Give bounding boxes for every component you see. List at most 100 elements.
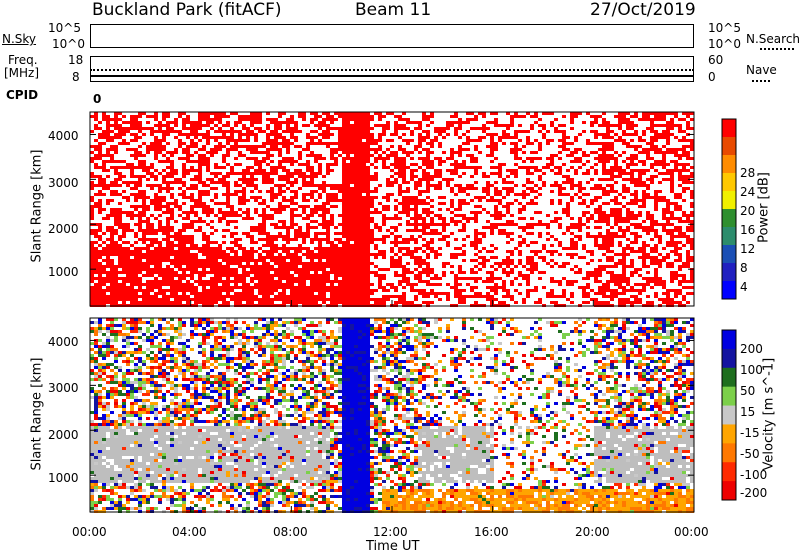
power-cell bbox=[226, 199, 230, 202]
power-cell bbox=[346, 139, 350, 142]
power-cell bbox=[226, 139, 230, 142]
power-cell bbox=[474, 187, 478, 190]
power-cell bbox=[222, 184, 226, 187]
power-cell bbox=[274, 256, 278, 259]
power-cell bbox=[286, 160, 290, 163]
power-cell bbox=[610, 271, 614, 274]
power-cell bbox=[558, 295, 562, 298]
power-cell bbox=[342, 127, 346, 130]
power-cell bbox=[114, 232, 118, 235]
power-cell bbox=[206, 130, 210, 133]
power-cell bbox=[462, 277, 466, 280]
power-cell bbox=[262, 151, 266, 154]
power-cell bbox=[126, 289, 130, 292]
power-cell bbox=[198, 127, 202, 130]
power-cell bbox=[594, 172, 598, 175]
power-cell bbox=[598, 265, 602, 268]
power-cell bbox=[282, 142, 286, 145]
power-cell bbox=[134, 193, 138, 196]
power-cell bbox=[502, 289, 506, 292]
power-cell bbox=[262, 226, 266, 229]
power-cell bbox=[138, 193, 142, 196]
power-cell bbox=[522, 208, 526, 211]
power-cell bbox=[362, 295, 366, 298]
power-cell bbox=[302, 184, 306, 187]
power-cell bbox=[426, 253, 430, 256]
power-cell bbox=[482, 136, 486, 139]
power-cell bbox=[158, 241, 162, 244]
power-cell bbox=[146, 148, 150, 151]
power-cell bbox=[506, 181, 510, 184]
power-cell bbox=[330, 169, 334, 172]
power-cell bbox=[182, 172, 186, 175]
power-cell bbox=[474, 220, 478, 223]
power-cell bbox=[94, 229, 98, 232]
power-cell bbox=[238, 259, 242, 262]
power-cell bbox=[214, 262, 218, 265]
power-cell bbox=[538, 235, 542, 238]
power-cell bbox=[174, 121, 178, 124]
power-cell bbox=[438, 181, 442, 184]
power-cell bbox=[358, 271, 362, 274]
power-cell bbox=[398, 115, 402, 118]
power-cell bbox=[358, 196, 362, 199]
power-cell bbox=[326, 262, 330, 265]
power-cell bbox=[146, 298, 150, 301]
power-cell bbox=[94, 124, 98, 127]
power-cell bbox=[94, 115, 98, 118]
power-cell bbox=[562, 292, 566, 295]
power-cell bbox=[194, 220, 198, 223]
power-cell bbox=[286, 271, 290, 274]
power-cell bbox=[550, 124, 554, 127]
power-cell bbox=[610, 214, 614, 217]
power-cell bbox=[282, 226, 286, 229]
power-cell bbox=[178, 232, 182, 235]
power-cell bbox=[150, 187, 154, 190]
power-cell bbox=[198, 193, 202, 196]
power-cell bbox=[458, 187, 462, 190]
power-cell bbox=[466, 217, 470, 220]
power-cell bbox=[202, 265, 206, 268]
power-cell bbox=[290, 157, 294, 160]
power-cell bbox=[418, 217, 422, 220]
power-cell bbox=[126, 286, 130, 289]
power-cell bbox=[146, 223, 150, 226]
power-cell bbox=[334, 262, 338, 265]
power-cell bbox=[94, 277, 98, 280]
power-cell bbox=[366, 148, 370, 151]
power-cell bbox=[246, 289, 250, 292]
power-cell bbox=[142, 214, 146, 217]
power-cell bbox=[206, 142, 210, 145]
power-cell bbox=[106, 259, 110, 262]
power-cell bbox=[618, 202, 622, 205]
power-cell bbox=[322, 112, 326, 115]
power-cell bbox=[570, 226, 574, 229]
power-cell bbox=[106, 298, 110, 301]
power-cell bbox=[526, 259, 530, 262]
power-cell bbox=[294, 214, 298, 217]
power-cell bbox=[442, 235, 446, 238]
power-cell bbox=[486, 277, 490, 280]
power-cell bbox=[514, 301, 518, 304]
power-cell bbox=[398, 145, 402, 148]
power-cell bbox=[362, 253, 366, 256]
power-cell bbox=[466, 235, 470, 238]
power-cell bbox=[118, 247, 122, 250]
power-cell bbox=[198, 247, 202, 250]
power-cell bbox=[514, 145, 518, 148]
power-cell bbox=[182, 193, 186, 196]
power-cell bbox=[630, 139, 634, 142]
power-cell bbox=[606, 223, 610, 226]
power-cell bbox=[482, 295, 486, 298]
power-cell bbox=[254, 208, 258, 211]
power-cell bbox=[566, 205, 570, 208]
power-cell bbox=[430, 292, 434, 295]
power-cell bbox=[502, 259, 506, 262]
power-cell bbox=[226, 175, 230, 178]
power-cell bbox=[286, 187, 290, 190]
power-cell bbox=[110, 244, 114, 247]
power-cell bbox=[602, 145, 606, 148]
power-cell bbox=[190, 298, 194, 301]
power-cell bbox=[490, 154, 494, 157]
power-cell bbox=[590, 166, 594, 169]
